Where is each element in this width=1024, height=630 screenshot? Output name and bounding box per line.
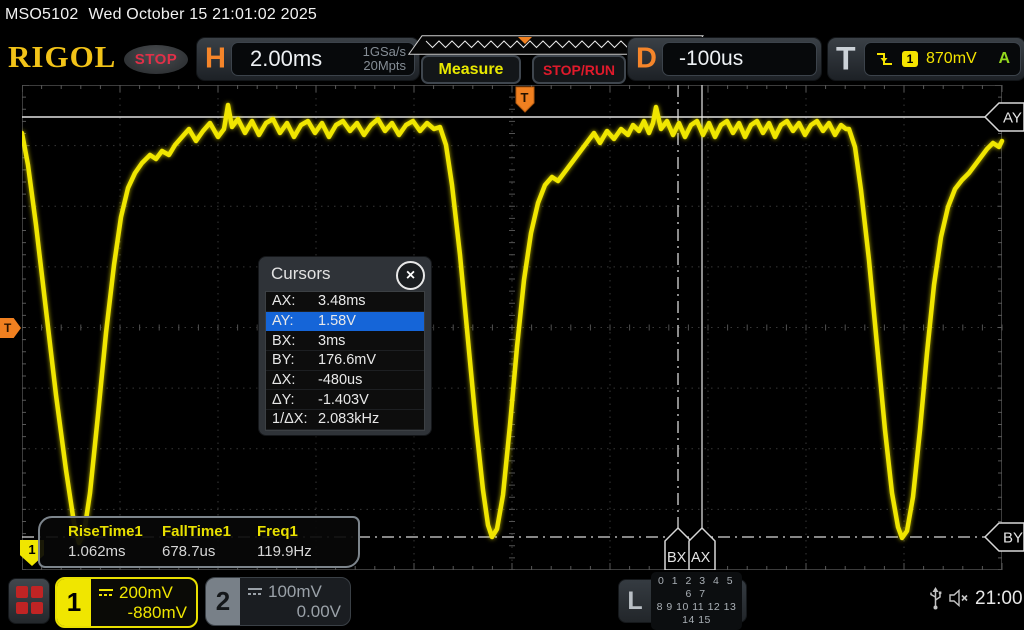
cursor-ax-tag[interactable]: AX — [688, 526, 716, 570]
dc-coupling-icon — [248, 588, 262, 595]
cursor-row-ay[interactable]: AY: 1.58V — [266, 311, 424, 332]
acquisition-status-badge[interactable]: STOP — [124, 45, 188, 74]
logic-label: L — [627, 586, 643, 615]
cursors-popup: Cursors × AX: 3.48ms AY: 1.58V BX: 3ms BY: 1… — [258, 256, 432, 436]
logic-channel-numbers: 0 1 2 3 4 5 6 7 8 9 10 11 12 13 14 15 — [651, 572, 742, 630]
delay-panel[interactable]: D -100us — [627, 37, 822, 81]
mute-speaker-icon[interactable] — [948, 589, 971, 607]
trigger-source-badge: 1 — [902, 51, 918, 67]
cursor-by-tag[interactable]: BY — [983, 522, 1024, 552]
cursor-bx-tag[interactable]: BX — [664, 526, 692, 570]
sample-rate: 1GSa/s — [362, 44, 406, 59]
horizontal-inner: 2.00ms 1GSa/s 20Mpts — [231, 42, 415, 76]
delay-value: -100us — [679, 47, 744, 70]
trigger-inner: 1 870mV A — [864, 42, 1021, 76]
svg-text:BX: BX — [667, 550, 687, 566]
trigger-level-value: 870mV — [926, 50, 977, 67]
svg-text:AY: AY — [1003, 110, 1022, 127]
rigol-logo: RIGOL — [8, 39, 117, 74]
menu-grid-icon[interactable] — [8, 578, 50, 624]
usb-icon — [930, 587, 942, 610]
dc-coupling-icon — [99, 589, 113, 596]
measurement-falltime: FallTime1 678.7us — [162, 523, 231, 560]
falling-edge-icon — [877, 53, 892, 65]
measurement-freq: Freq1 119.9Hz — [257, 523, 312, 560]
channel2-badge: 2 — [206, 578, 240, 625]
model-label: MSO5102 — [5, 6, 79, 23]
channel1-panel[interactable]: 1 200mV -880mV — [55, 577, 198, 628]
trigger-mode-auto: A — [998, 50, 1010, 67]
measurement-risetime: RiseTime1 1.062ms — [68, 523, 143, 560]
channel2-scale: 100mV — [268, 581, 322, 601]
cursor-ay-tag[interactable]: AY — [983, 102, 1024, 132]
memory-depth: 20Mpts — [363, 58, 406, 73]
logic-analyzer-panel[interactable]: L 0 1 2 3 4 5 6 7 8 9 10 11 12 13 14 15 — [618, 572, 747, 630]
svg-text:AX: AX — [691, 550, 711, 566]
status-bar: MSO5102 Wed October 15 21:01:02 2025 — [5, 6, 327, 24]
cursor-row-bx[interactable]: BX: 3ms — [266, 331, 424, 352]
channel1-info: 200mV -880mV — [91, 579, 196, 626]
trigger-label: T — [836, 40, 856, 77]
trigger-level-marker[interactable]: T — [0, 318, 21, 338]
stop-run-button[interactable]: STOP/RUN — [532, 55, 626, 84]
cursor-row-dx[interactable]: ΔX: -480us — [266, 371, 424, 391]
channel1-badge: 1 — [57, 579, 91, 626]
datetime-label: Wed October 15 21:01:02 2025 — [88, 6, 318, 23]
svg-text:BY: BY — [1003, 530, 1023, 547]
horizontal-label: H — [205, 42, 226, 75]
preview-trigger-marker — [518, 37, 532, 44]
channel1-offset: -880mV — [127, 602, 187, 622]
cursors-popup-title: Cursors — [271, 264, 331, 283]
horizontal-panel[interactable]: H 2.00ms 1GSa/s 20Mpts — [196, 37, 420, 81]
channel2-info: 100mV 0.00V — [240, 578, 350, 625]
channel2-panel[interactable]: 2 100mV 0.00V — [205, 577, 351, 626]
channel1-scale: 200mV — [119, 582, 173, 602]
trigger-position-marker[interactable]: T — [515, 86, 535, 113]
system-clock: 21:00 — [975, 588, 1023, 609]
close-icon[interactable]: × — [396, 261, 425, 290]
ch1-waveform-trace — [22, 102, 1005, 546]
samplerate-memdepth: 1GSa/s 20Mpts — [363, 45, 414, 73]
cursor-row-inv-dx[interactable]: 1/ΔX: 2.083kHz — [266, 410, 424, 430]
delay-inner: -100us — [662, 42, 817, 76]
waveform-display[interactable]: AY BY BX AX T — [22, 85, 1024, 570]
measurements-panel[interactable]: RiseTime1 1.062ms FallTime1 678.7us Freq… — [38, 516, 360, 568]
cursors-list: AX: 3.48ms AY: 1.58V BX: 3ms BY: 176.6mV ΔX:… — [265, 291, 425, 431]
cursor-row-ax[interactable]: AX: 3.48ms — [266, 292, 424, 312]
cursor-row-by[interactable]: BY: 176.6mV — [266, 351, 424, 371]
timebase-value: 2.00ms — [250, 46, 323, 71]
measure-button[interactable]: Measure — [421, 55, 521, 84]
delay-label: D — [636, 42, 657, 75]
trigger-panel[interactable]: T 1 870mV A — [827, 37, 1024, 81]
channel2-offset: 0.00V — [296, 601, 341, 621]
cursor-row-dy[interactable]: ΔY: -1.403V — [266, 390, 424, 411]
svg-text:T: T — [521, 90, 529, 105]
